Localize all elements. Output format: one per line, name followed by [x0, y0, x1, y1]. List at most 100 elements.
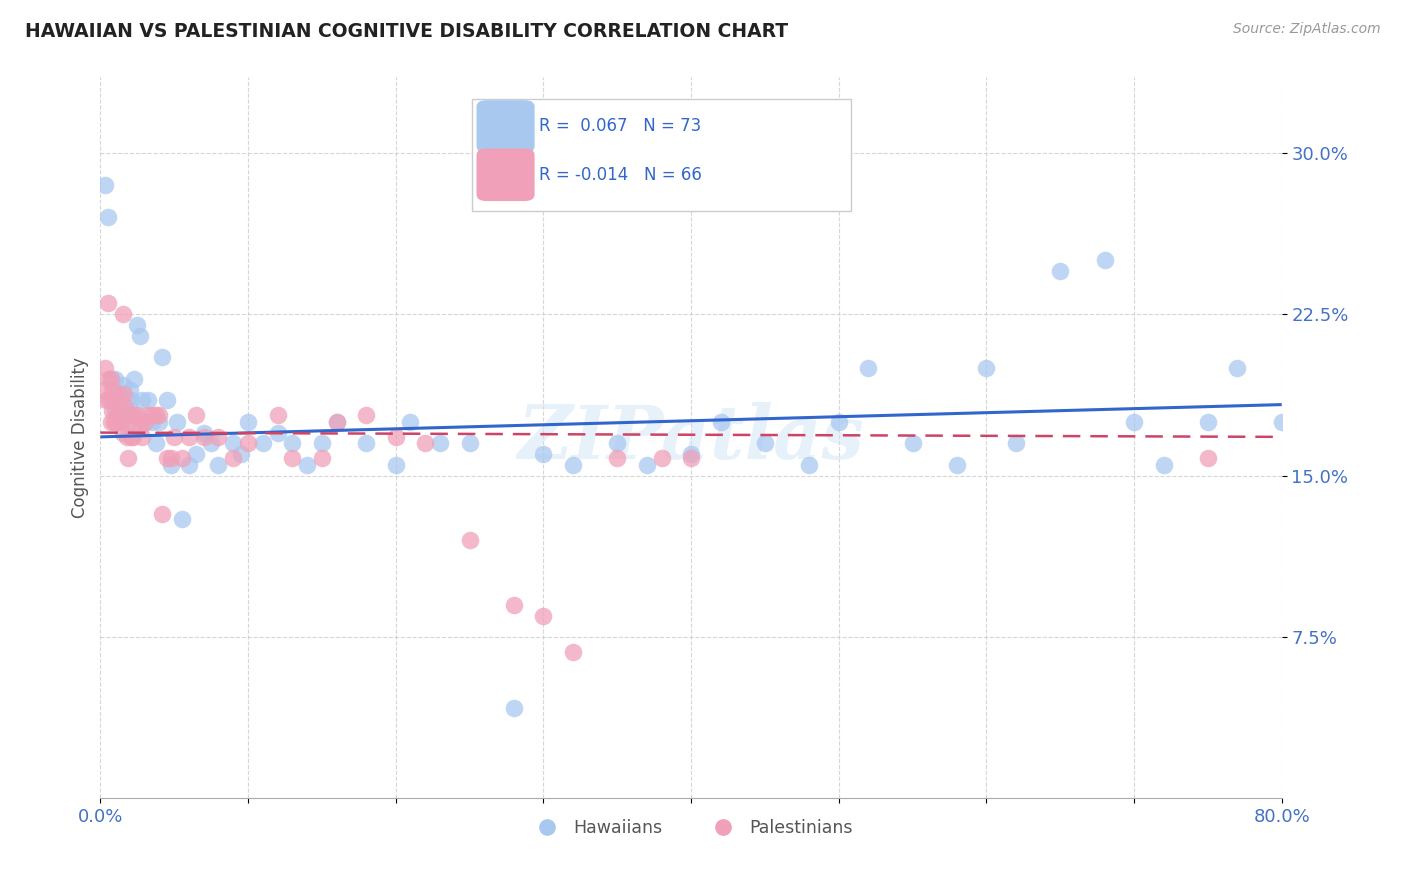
Point [177, 458, 200, 472]
Point [108, 415, 131, 429]
Point [754, 436, 776, 450]
Point [502, 701, 524, 715]
Point [103, 393, 125, 408]
Point [531, 447, 554, 461]
Point [399, 415, 422, 429]
FancyBboxPatch shape [477, 149, 534, 201]
Point [121, 409, 143, 423]
Point [134, 415, 156, 429]
Point [110, 415, 132, 429]
Point [94, 361, 117, 376]
Point [1094, 253, 1116, 268]
Point [354, 409, 377, 423]
Point [186, 447, 208, 461]
Point [117, 451, 139, 466]
Point [148, 409, 170, 423]
Point [105, 387, 128, 401]
Point [131, 393, 153, 408]
Point [166, 415, 188, 429]
Point [170, 451, 193, 466]
Point [177, 430, 200, 444]
Point [1271, 415, 1294, 429]
Point [105, 409, 128, 423]
Point [1197, 415, 1219, 429]
Point [100, 415, 122, 429]
Point [115, 430, 138, 444]
Point [384, 430, 406, 444]
FancyBboxPatch shape [472, 99, 851, 211]
Point [311, 451, 333, 466]
Point [679, 451, 702, 466]
Point [207, 458, 229, 472]
Text: HAWAIIAN VS PALESTINIAN COGNITIVE DISABILITY CORRELATION CHART: HAWAIIAN VS PALESTINIAN COGNITIVE DISABI… [25, 22, 789, 41]
Text: R = -0.014   N = 66: R = -0.014 N = 66 [538, 166, 702, 184]
Point [229, 447, 252, 461]
Point [108, 415, 131, 429]
Text: Source: ZipAtlas.com: Source: ZipAtlas.com [1233, 22, 1381, 37]
Point [606, 451, 628, 466]
Point [384, 458, 406, 472]
Point [946, 458, 969, 472]
Point [901, 436, 924, 450]
Point [200, 436, 222, 450]
Point [103, 383, 125, 397]
Point [281, 451, 304, 466]
Point [111, 307, 134, 321]
Point [118, 383, 141, 397]
Point [96, 393, 118, 408]
Point [236, 415, 259, 429]
Legend: Hawaiians, Palestinians: Hawaiians, Palestinians [523, 812, 859, 844]
Point [107, 393, 129, 408]
Point [114, 400, 136, 414]
Point [101, 393, 124, 408]
Point [1226, 361, 1249, 376]
Point [120, 393, 142, 408]
Point [799, 458, 821, 472]
Point [111, 378, 134, 392]
Point [170, 511, 193, 525]
Point [97, 296, 120, 310]
Point [117, 415, 139, 429]
Point [107, 393, 129, 408]
Point [150, 508, 173, 522]
Point [828, 415, 851, 429]
Point [252, 436, 274, 450]
Point [103, 415, 125, 429]
Point [100, 372, 122, 386]
Point [156, 393, 179, 408]
Point [145, 436, 167, 450]
Point [281, 436, 304, 450]
Point [107, 409, 129, 423]
Point [131, 430, 153, 444]
Point [127, 409, 149, 423]
Point [709, 415, 731, 429]
Point [108, 393, 131, 408]
Point [295, 458, 318, 472]
Point [636, 458, 658, 472]
Point [561, 458, 583, 472]
Point [104, 393, 127, 408]
Point [1049, 264, 1071, 278]
Point [134, 415, 156, 429]
Point [1153, 458, 1175, 472]
Point [97, 211, 120, 225]
Point [104, 372, 127, 386]
Point [141, 409, 163, 423]
FancyBboxPatch shape [477, 101, 534, 152]
Point [858, 361, 880, 376]
Point [112, 409, 135, 423]
Point [91, 383, 114, 397]
Point [156, 451, 179, 466]
Point [136, 409, 159, 423]
Point [118, 409, 141, 423]
Point [124, 372, 146, 386]
Point [100, 372, 122, 386]
Point [160, 458, 183, 472]
Point [127, 318, 149, 332]
Point [207, 430, 229, 444]
Point [160, 451, 183, 466]
Point [222, 451, 245, 466]
Point [1123, 415, 1146, 429]
Point [136, 393, 159, 408]
Point [150, 351, 173, 365]
